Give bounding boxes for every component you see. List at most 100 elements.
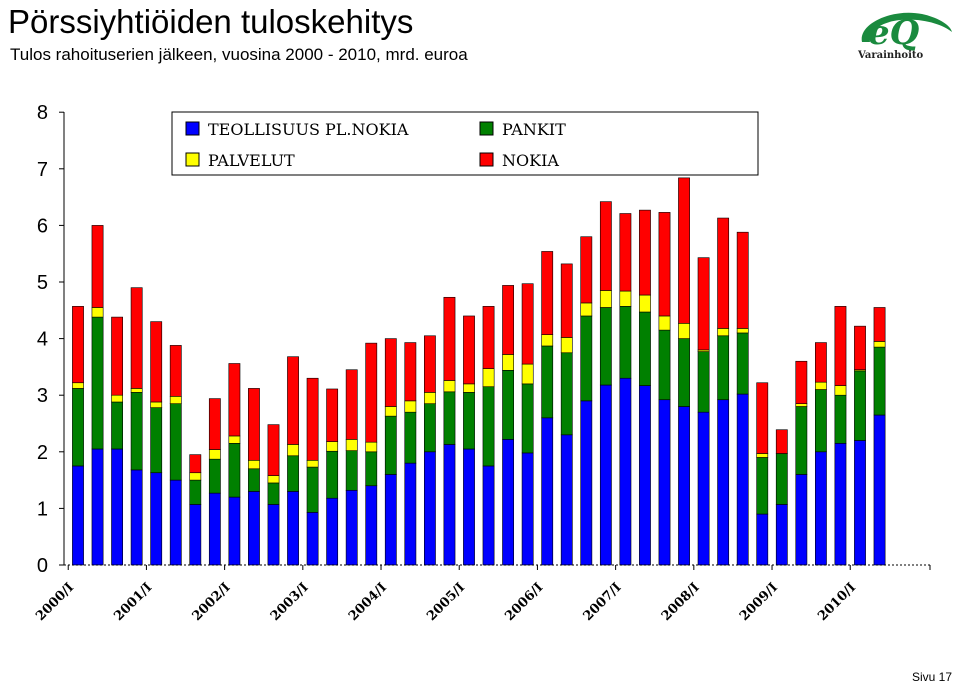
bar-segment (111, 316, 123, 396)
bar-segment (443, 444, 456, 566)
bar-segment (697, 351, 710, 413)
bar-segment (521, 452, 534, 566)
bar-segment (560, 352, 573, 436)
x-tick-label: 2000/I (33, 580, 77, 624)
bar-segment (365, 441, 378, 453)
bar-segment (287, 444, 299, 457)
bar-segment (287, 491, 299, 566)
bar-segment (463, 448, 475, 566)
bar-segment (619, 290, 632, 307)
x-tick-label: 2003/I (268, 580, 312, 624)
y-tick-label: 5 (37, 272, 48, 294)
y-tick-label: 0 (37, 555, 48, 577)
bar-segment (521, 283, 534, 365)
bar-segment (365, 485, 378, 566)
bar-segment (423, 403, 436, 453)
bar-segment (795, 474, 808, 566)
bar-segment (795, 403, 808, 407)
bar-segment (463, 383, 475, 393)
bar-segment (345, 489, 358, 566)
bar-segment (502, 369, 514, 440)
bar-segment (228, 443, 241, 498)
bar-segment (658, 315, 671, 331)
x-tick-label: 2004/I (346, 580, 390, 624)
bar-segment (854, 325, 866, 371)
y-tick-label: 4 (37, 329, 48, 351)
bar-segment (208, 492, 221, 566)
bar-segment (736, 328, 749, 334)
bar-segment (502, 439, 514, 566)
bar-segment (873, 307, 886, 342)
bar-segment (326, 441, 339, 452)
bar-segment (72, 388, 84, 467)
bar-segment (72, 465, 84, 566)
bar-segment (306, 377, 319, 461)
bar-segment (482, 465, 495, 566)
bar-segment (111, 448, 123, 566)
bar-segment (150, 472, 163, 566)
bar-segment (384, 406, 397, 417)
bar-segment (404, 342, 417, 402)
legend-swatch (185, 152, 200, 167)
bar-segment (169, 403, 182, 481)
bar-segment (150, 321, 163, 403)
bar-segment (111, 394, 123, 403)
bar-segment (248, 491, 260, 566)
bar-segment (599, 307, 612, 386)
bar-segment (580, 315, 593, 402)
y-tick-label: 3 (37, 385, 48, 407)
bar-segment (541, 251, 554, 335)
bar-segment (678, 338, 690, 407)
bar-segment (814, 381, 827, 390)
bar-segment (365, 342, 378, 443)
bar-segment (658, 212, 671, 317)
bar-segment (814, 342, 827, 383)
bar-segment (775, 429, 788, 454)
page-title: Pörssiyhtiöiden tuloskehitys (8, 3, 414, 40)
bar-segment (306, 466, 319, 513)
bar-segment (560, 337, 573, 354)
bar-segment (599, 384, 612, 566)
bar-segment (208, 398, 221, 450)
bar-segment (736, 332, 749, 395)
bar-segment (228, 363, 241, 437)
bar-segment (404, 411, 417, 464)
bar-segment (345, 369, 358, 440)
bar-segment (287, 356, 299, 445)
bar-segment (326, 497, 339, 566)
bar-segment (482, 306, 495, 369)
bar-segment (228, 496, 241, 566)
bar-segment (208, 458, 221, 494)
bar-segment (423, 451, 436, 566)
bar-segment (404, 462, 417, 566)
bar-segment (267, 504, 280, 566)
eq-logo-icon: eQ Varainhoito (857, 12, 952, 61)
bar-segment (717, 399, 730, 566)
bar-segment (678, 177, 690, 324)
x-tick-label: 2005/I (424, 580, 468, 624)
bar-segment (854, 370, 866, 441)
bar-segment (834, 385, 847, 396)
bar-segment (619, 213, 632, 292)
bar-segment (697, 411, 710, 566)
y-tick-label: 6 (37, 215, 48, 237)
bar-segment (775, 504, 788, 566)
bar-segment (619, 377, 632, 566)
bar-segment (814, 389, 827, 453)
bar-segment (189, 479, 202, 505)
logo-text: Varainhoito (857, 50, 923, 61)
bar-segment (423, 392, 436, 404)
bar-segment (678, 406, 690, 566)
bar-segment (795, 360, 808, 404)
bar-segment (521, 383, 534, 454)
bar-segment (384, 474, 397, 566)
bar-segment (189, 504, 202, 566)
bar-segment (287, 455, 299, 492)
bar-segment (72, 382, 84, 389)
y-tick-label: 1 (37, 498, 48, 520)
bar-segment (345, 439, 358, 451)
legend-label: TEOLLISUUS PL.NOKIA (208, 120, 409, 139)
bar-segment (130, 287, 143, 389)
bar-segment (795, 406, 808, 475)
legend-swatch (479, 121, 494, 136)
